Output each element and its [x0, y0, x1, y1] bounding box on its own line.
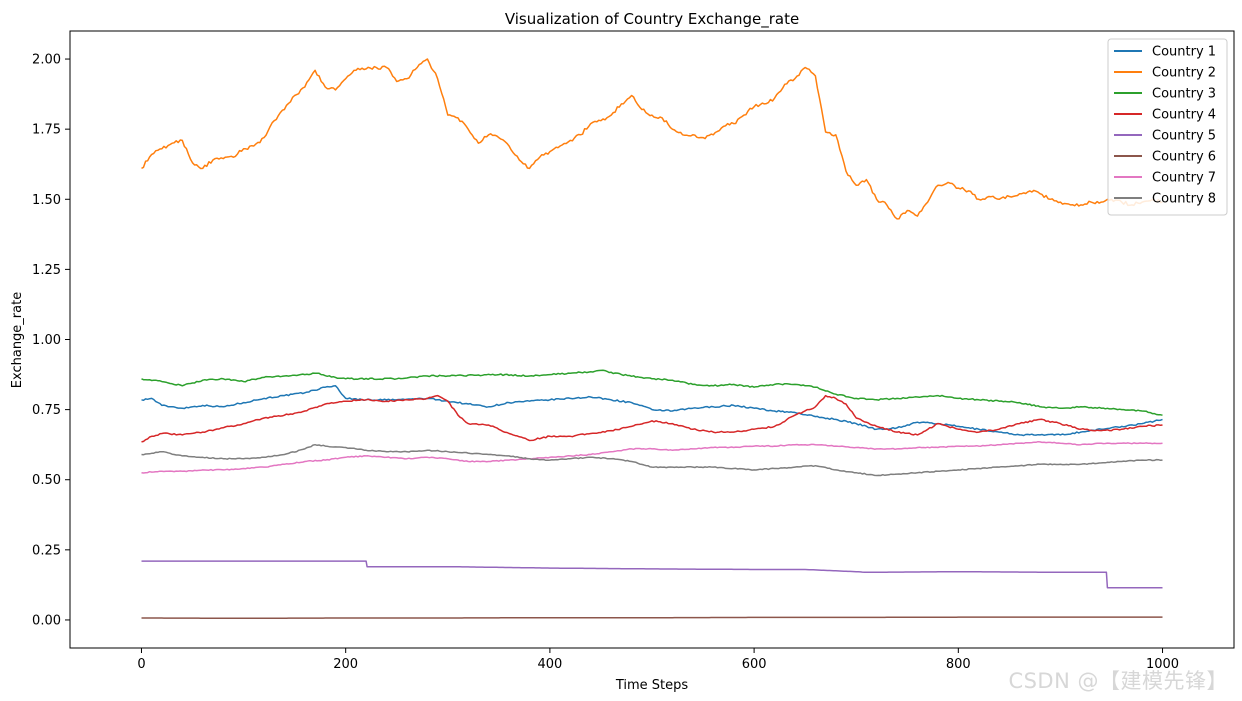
legend: Country 1 Country 2 Country 3 Country 4 Coun…	[1107, 38, 1228, 216]
series-line	[141, 394, 1163, 443]
legend-label: Country 4	[1152, 108, 1216, 123]
series-line	[141, 560, 1163, 589]
plot-lines	[141, 58, 1163, 620]
y-tick-label: 1.00	[32, 333, 61, 348]
watermark: CSDN @【建模先锋】	[1008, 669, 1228, 693]
legend-label: Country 1	[1152, 45, 1216, 60]
x-axis: 0 200 400 600 800 1000	[137, 648, 1179, 672]
series-line	[141, 385, 1163, 437]
y-axis-label: Exchange_rate	[10, 292, 25, 388]
series-line	[141, 369, 1163, 416]
y-tick-label: 0.25	[32, 543, 61, 558]
y-tick-label: 1.25	[32, 263, 61, 278]
series-line	[141, 58, 1163, 220]
y-tick-label: 0.75	[32, 403, 61, 418]
series-line	[141, 443, 1163, 477]
legend-label: Country 5	[1152, 129, 1216, 144]
y-tick-label: 0.00	[32, 613, 61, 628]
x-tick-label: 0	[137, 657, 145, 672]
y-tick-label: 2.00	[32, 53, 61, 68]
y-tick-label: 0.50	[32, 473, 61, 488]
x-axis-label: Time Steps	[615, 678, 689, 693]
legend-box	[1107, 38, 1228, 216]
x-tick-label: 600	[742, 657, 767, 672]
legend-label: Country 6	[1152, 150, 1216, 165]
plot-frame	[69, 30, 1235, 649]
legend-label: Country 2	[1152, 66, 1216, 81]
legend-label: Country 7	[1152, 171, 1216, 186]
series-line	[141, 440, 1163, 474]
series-line	[141, 616, 1163, 620]
legend-label: Country 3	[1152, 87, 1216, 102]
legend-label: Country 8	[1152, 192, 1216, 207]
y-axis: 0.00 0.25 0.50 0.75 1.00 1.25 1.50 1.75 2.00	[32, 53, 70, 628]
x-tick-label: 1000	[1146, 657, 1179, 672]
x-tick-label: 200	[333, 657, 358, 672]
x-tick-label: 400	[537, 657, 562, 672]
chart-title: Visualization of Country Exchange_rate	[505, 10, 799, 29]
y-tick-label: 1.50	[32, 193, 61, 208]
y-tick-label: 1.75	[32, 123, 61, 138]
x-tick-label: 800	[946, 657, 971, 672]
